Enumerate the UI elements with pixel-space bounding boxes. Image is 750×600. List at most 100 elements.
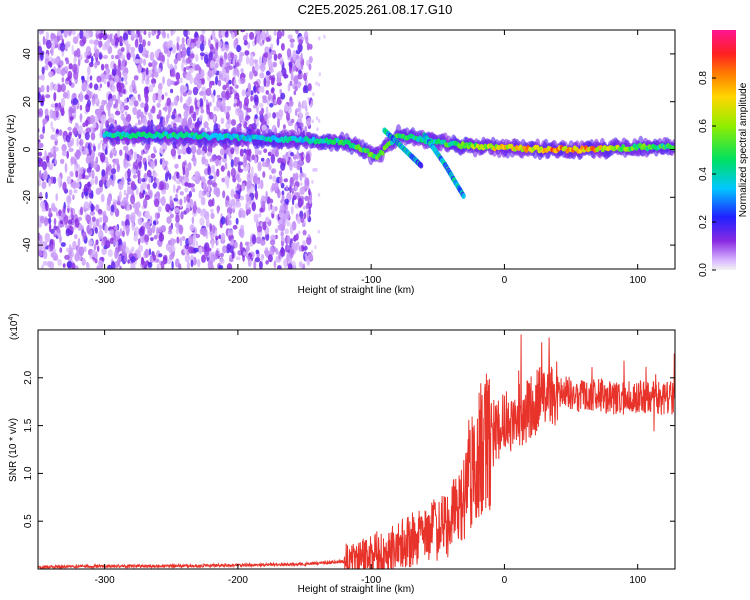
spectrogram-cell <box>298 245 302 252</box>
spectrogram-cell <box>161 94 165 100</box>
spectrogram-cell <box>126 177 131 183</box>
spectrogram-cell <box>226 114 230 120</box>
x-tick-label: 0 <box>502 575 508 586</box>
spectrogram-cell <box>159 180 164 191</box>
spectrogram-cell <box>63 30 68 38</box>
spectrogram-cell <box>288 61 293 68</box>
spectrogram-cell <box>140 184 144 194</box>
spectrogram-cell <box>289 224 293 235</box>
spectrogram-cell <box>159 158 163 165</box>
spectrogram-cell <box>64 66 69 71</box>
spectrogram-cell <box>118 100 123 105</box>
spectrogram-cell <box>127 168 131 178</box>
spectrogram-cell <box>295 30 299 34</box>
spectrogram-cell <box>106 165 111 173</box>
spectrogram-cell <box>221 177 225 183</box>
spectrogram-cell <box>70 156 76 165</box>
spectrogram-cell <box>44 108 49 116</box>
spectrogram-cell <box>305 35 309 45</box>
spectrogram-cell <box>303 205 306 210</box>
spectrogram-cell <box>206 151 212 157</box>
spectrogram-cell <box>206 106 211 115</box>
spectrogram-cell <box>160 260 165 269</box>
spectrogram-cell <box>286 48 292 58</box>
spectrogram-cell <box>68 31 71 37</box>
spectrogram-cell <box>69 116 74 121</box>
spectrogram-cell <box>39 134 44 140</box>
spectrogram-cell <box>209 60 216 69</box>
spectrogram-cell <box>67 126 72 131</box>
spectrogram-cell <box>289 177 294 188</box>
spectrogram-cell <box>260 239 266 246</box>
spectrogram-cell <box>175 72 181 81</box>
spectrogram-cell <box>199 52 205 57</box>
spectrogram-cell <box>233 98 238 104</box>
spectrogram-cell <box>169 102 175 107</box>
spectrogram-cell <box>264 74 270 82</box>
spectrogram-cell <box>261 195 266 201</box>
spectrogram-cell <box>59 247 63 253</box>
spectrogram-cell <box>154 198 160 208</box>
spectrogram-cell <box>148 176 152 184</box>
spectrogram-cell <box>99 105 105 111</box>
spectrogram-cell <box>38 178 41 187</box>
spectrogram-cell <box>184 104 190 112</box>
snr-series-line <box>38 334 675 569</box>
spectrogram-cell <box>230 188 235 198</box>
spectrogram-cell <box>157 67 162 74</box>
spectrogram-cell <box>85 45 92 56</box>
spectrogram-cell <box>88 171 91 178</box>
spectrogram-cell <box>38 232 41 241</box>
spectrogram-cell <box>94 62 98 69</box>
spectrogram-cell <box>85 102 91 113</box>
spectrogram-cell <box>49 109 54 119</box>
spectrogram-cell <box>173 174 177 182</box>
spectrogram-cell <box>253 260 257 269</box>
colorbar-ticks: 0.0 0.2 0.4 0.6 0.8 <box>698 71 716 277</box>
spectrogram-cell <box>200 178 207 183</box>
spectrogram-cell <box>317 192 321 197</box>
spectrogram-cell <box>196 148 202 155</box>
spectrogram-cell <box>193 156 197 167</box>
spectrogram-cell <box>198 115 202 122</box>
spectrogram-cell <box>140 102 146 109</box>
spectrogram-cell <box>268 203 271 212</box>
spectrogram-cell <box>231 32 236 39</box>
spectrogram-cell <box>258 150 262 156</box>
spectrogram-cell <box>62 91 68 99</box>
spectrogram-cell <box>236 201 242 208</box>
spectrogram-cell <box>254 114 258 120</box>
spectrogram-cell <box>41 66 45 75</box>
colorbar-tick-label: 0.8 <box>698 71 709 85</box>
spectrogram-cell <box>90 55 94 65</box>
spectrogram-cell <box>238 53 243 63</box>
spectrogram-cell <box>273 260 277 269</box>
spectrogram-cell <box>45 94 51 99</box>
spectrogram-cell <box>258 102 264 108</box>
spectrogram-cell <box>304 125 308 134</box>
spectrogram-cell <box>220 165 225 172</box>
spectrogram-cell <box>137 65 142 73</box>
spectrogram-cell <box>66 175 72 185</box>
spectrogram-cell <box>235 147 239 155</box>
spectrogram-cell <box>78 246 85 257</box>
colorbar-gradient <box>712 30 736 270</box>
spectrogram-cell <box>123 72 128 82</box>
spectrogram-cell <box>265 70 271 76</box>
spectrogram-cell <box>55 146 59 152</box>
spectrogram-cell <box>228 65 233 70</box>
spectrogram-cell <box>263 77 267 87</box>
spectrogram-cell <box>99 122 104 130</box>
spectrogram-cell <box>249 31 255 40</box>
spectrogram-cell <box>40 200 45 209</box>
spectrogram-cell <box>249 73 253 78</box>
spectrogram-cell <box>77 125 84 135</box>
spectrogram-cell <box>91 216 96 222</box>
spectrogram-y-label: Frequency (Hz) <box>6 115 17 184</box>
spectrogram-cell <box>222 245 227 254</box>
spectrogram-cell <box>230 167 236 178</box>
spectrogram-cell <box>239 241 243 252</box>
spectrogram-cell <box>297 230 301 235</box>
y-tick-label: 1.0 <box>23 466 34 480</box>
spectrogram-cell <box>103 74 109 80</box>
